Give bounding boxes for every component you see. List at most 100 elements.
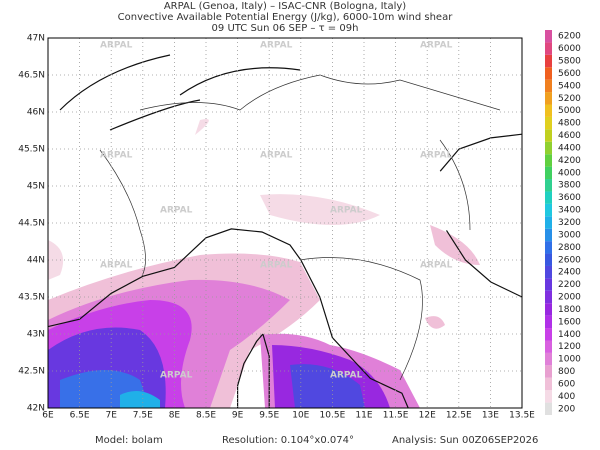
lon-label: 6.5E (70, 411, 90, 421)
colorbar-label: 6000 (558, 44, 581, 54)
colorbar-swatch (545, 228, 552, 242)
lon-label: 11E (355, 411, 372, 421)
watermark: ARPAL (260, 261, 293, 271)
colorbar-label: 5800 (558, 57, 581, 67)
colorbar-swatch (545, 278, 552, 291)
colorbar-label: 3000 (558, 230, 581, 240)
lon-label: 7.5E (133, 411, 153, 421)
colorbar-swatch (545, 241, 552, 254)
colorbar-swatch (545, 179, 552, 192)
colorbar-label: 2200 (558, 280, 581, 290)
colorbar-label: 5400 (558, 81, 581, 91)
header-line: 09 UTC Sun 06 SEP – τ = 09h (212, 23, 359, 34)
lat-label: 45N (27, 182, 45, 192)
footer-model: Model: bolam (95, 435, 163, 446)
lat-label: 42.5N (18, 367, 45, 377)
colorbar-label: 800 (558, 367, 575, 377)
colorbar-swatch (545, 290, 552, 304)
colorbar-swatch (545, 154, 552, 167)
header-line: Convective Available Potential Energy (J… (118, 12, 454, 23)
footer-resolution: Resolution: 0.104°x0.074° (222, 435, 354, 446)
lon-label: 7E (105, 411, 117, 421)
watermark: ARPAL (160, 371, 193, 381)
colorbar-swatch (545, 352, 552, 366)
lat-label: 43N (27, 330, 45, 340)
colorbar-swatch (545, 340, 552, 353)
colorbar-swatch (545, 390, 552, 403)
watermark: ARPAL (260, 151, 293, 161)
lon-label: 8.5E (196, 411, 216, 421)
colorbar-swatch (545, 79, 552, 93)
colorbar-label: 3600 (558, 193, 581, 203)
colorbar-label: 3200 (558, 218, 581, 228)
colorbar-label: 2800 (558, 243, 581, 253)
colorbar-swatch (545, 54, 552, 68)
lon-label: 12E (419, 411, 436, 421)
lon-label: 11.5E (383, 411, 409, 421)
watermark: ARPAL (330, 371, 363, 381)
colorbar-label: 2000 (558, 293, 581, 303)
lat-label: 44N (27, 256, 45, 266)
watermark: ARPAL (420, 41, 453, 51)
colorbar-swatch (545, 253, 552, 266)
lat-label: 43.5N (18, 293, 45, 303)
colorbar-swatch (545, 129, 552, 142)
lon-label: 8E (169, 411, 181, 421)
colorbar-swatch (545, 328, 552, 341)
watermark: ARPAL (100, 261, 133, 271)
colorbar-swatch (545, 166, 552, 180)
lat-label: 47N (27, 34, 45, 44)
coastlines (48, 54, 522, 408)
colorbar-label: 4400 (558, 143, 581, 153)
colorbar-swatch (545, 116, 552, 130)
watermark: ARPAL (100, 151, 133, 161)
colorbar-swatch (545, 315, 552, 329)
colorbar-label: 4800 (558, 119, 581, 129)
colorbar-label: 5600 (558, 69, 581, 79)
footer-analysis: Analysis: Sun 00Z06SEP2026 (392, 435, 538, 446)
lon-label: 9.5E (259, 411, 279, 421)
lat-label: 45.5N (18, 145, 45, 155)
colorbar-swatch (545, 377, 552, 391)
colorbar-swatch (545, 42, 552, 55)
watermark: ARPAL (100, 41, 133, 51)
lat-label: 46.5N (18, 71, 45, 81)
graticule: 6E 6.5E 7E 7.5E 8E 8.5E 9E 9.5E 10E 10.5E 11E 11.5E… (18, 34, 535, 421)
lon-label: 12.5E (446, 411, 472, 421)
lat-label: 44.5N (18, 219, 45, 229)
colorbar-swatch (545, 141, 552, 155)
colorbar-label: 4200 (558, 156, 581, 166)
colorbar-label: 2400 (558, 268, 581, 278)
watermark: ARPAL (260, 41, 293, 51)
colorbar-swatch (545, 191, 552, 204)
lon-label: 10E (292, 411, 309, 421)
colorbar-label: 400 (558, 392, 575, 402)
colorbar-label: 3800 (558, 181, 581, 191)
colorbar-label: 3400 (558, 206, 581, 216)
colorbar-label: 4000 (558, 168, 581, 178)
lon-label: 10.5E (320, 411, 346, 421)
colorbar-swatch (545, 365, 552, 378)
colorbar-swatch (545, 104, 552, 117)
colorbar-swatch (545, 30, 552, 43)
colorbar-swatch (545, 92, 552, 105)
watermark: ARPAL (330, 206, 363, 216)
lon-label: 9E (232, 411, 244, 421)
watermark: ARPAL (160, 206, 193, 216)
colorbar-label: 600 (558, 379, 575, 389)
lat-label: 42N (27, 404, 45, 414)
colorbar-swatch (545, 203, 552, 217)
colorbar-label: 1200 (558, 342, 581, 352)
colorbar-label: 6200 (558, 32, 581, 42)
colorbar: 200 400 600 800 1000 1200 1400 1600 1800 2000 2200… (545, 30, 581, 415)
colorbar-label: 1800 (558, 305, 581, 315)
watermark: ARPAL (420, 261, 453, 271)
colorbar-swatch (545, 303, 552, 316)
watermark: ARPAL (420, 151, 453, 161)
colorbar-label: 200 (558, 404, 575, 414)
header-line: ARPAL (Genoa, Italy) – ISAC-CNR (Bologna… (164, 1, 406, 12)
lat-label: 46N (27, 108, 45, 118)
colorbar-swatch (545, 216, 552, 229)
colorbar-swatch (545, 67, 552, 80)
